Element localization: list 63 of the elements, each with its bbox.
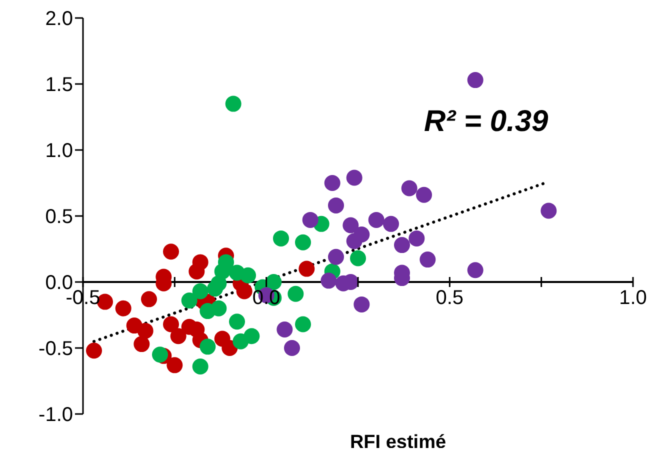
point [324,175,340,191]
x-axis-title: RFI estimé [350,432,446,450]
point [210,300,227,316]
point [342,217,359,234]
point [232,333,249,350]
point [328,248,344,265]
point [192,254,208,270]
point [163,316,179,332]
point [328,197,344,214]
point [346,233,362,250]
point [401,180,418,196]
x-tick-label: 0.0 [252,287,280,309]
point [222,340,238,356]
point [86,342,102,359]
point [320,272,337,289]
point [284,340,300,356]
point [152,346,168,363]
point [394,237,410,254]
point [420,252,436,268]
point [276,322,293,338]
point [288,286,304,302]
point [273,230,289,246]
point [350,250,366,266]
y-tick-label: 0.5 [45,206,73,228]
point [416,186,432,203]
y-tick-label: 2.0 [45,8,73,30]
point [225,96,242,112]
point [354,296,370,312]
point [166,357,183,374]
point [181,292,198,308]
point [302,212,318,228]
y-tick-label: 1.5 [45,74,73,96]
point [467,72,484,88]
point [540,202,557,219]
annotation: R² = 0.39 [424,105,548,140]
point [141,291,157,308]
y-tick-label: 0.0 [45,272,73,294]
point [295,234,311,250]
point [298,260,315,277]
point [346,170,362,186]
point [192,283,208,300]
point [192,358,208,374]
x-tick-label: 0.5 [436,287,464,309]
point [266,274,282,290]
x-tick-label: 1.0 [619,287,647,309]
point [115,300,132,316]
y-tick-label: -0.5 [38,338,73,360]
point [295,316,311,332]
point [240,267,256,284]
point [163,244,179,260]
point [467,262,484,278]
point [134,336,150,352]
point [137,322,154,339]
y-tick-label: 1.0 [45,140,73,162]
point [200,338,216,355]
point [408,230,425,246]
point [229,314,245,330]
point [368,212,384,228]
point [207,280,223,297]
point [170,328,186,344]
point [236,283,252,300]
point [383,216,399,232]
y-tick-label: -1.0 [38,404,73,426]
